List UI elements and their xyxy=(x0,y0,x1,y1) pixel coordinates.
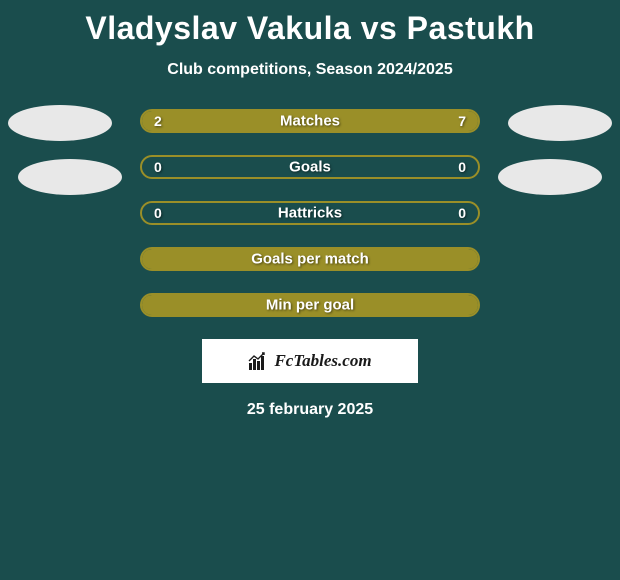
bar-matches: 2 Matches 7 xyxy=(140,109,480,133)
player-left-avatar-2 xyxy=(18,159,122,195)
bar-goals-per-match: Goals per match xyxy=(140,247,480,271)
comparison-panel: 2 Matches 7 0 Goals 0 0 Hattricks 0 Goal… xyxy=(0,109,620,419)
bar-hattricks: 0 Hattricks 0 xyxy=(140,201,480,225)
bar-label: Min per goal xyxy=(142,297,478,314)
bar-value-right: 0 xyxy=(458,205,466,221)
bar-label: Hattricks xyxy=(142,205,478,222)
brand-badge: FcTables.com xyxy=(202,339,418,383)
player-right-avatar-2 xyxy=(498,159,602,195)
bar-value-right: 7 xyxy=(458,113,466,129)
footer-date: 25 february 2025 xyxy=(0,401,620,419)
bar-chart-icon xyxy=(248,351,268,371)
page-subtitle: Club competitions, Season 2024/2025 xyxy=(0,61,620,79)
page-title: Vladyslav Vakula vs Pastukh xyxy=(0,0,620,47)
bar-label: Goals per match xyxy=(142,251,478,268)
bar-value-right: 0 xyxy=(458,159,466,175)
player-right-avatar-1 xyxy=(508,105,612,141)
bar-label: Goals xyxy=(142,159,478,176)
bar-goals: 0 Goals 0 xyxy=(140,155,480,179)
player-left-avatar-1 xyxy=(8,105,112,141)
comparison-bars: 2 Matches 7 0 Goals 0 0 Hattricks 0 Goal… xyxy=(140,109,480,317)
bar-min-per-goal: Min per goal xyxy=(140,293,480,317)
brand-text: FcTables.com xyxy=(274,351,371,371)
bar-label: Matches xyxy=(142,113,478,130)
